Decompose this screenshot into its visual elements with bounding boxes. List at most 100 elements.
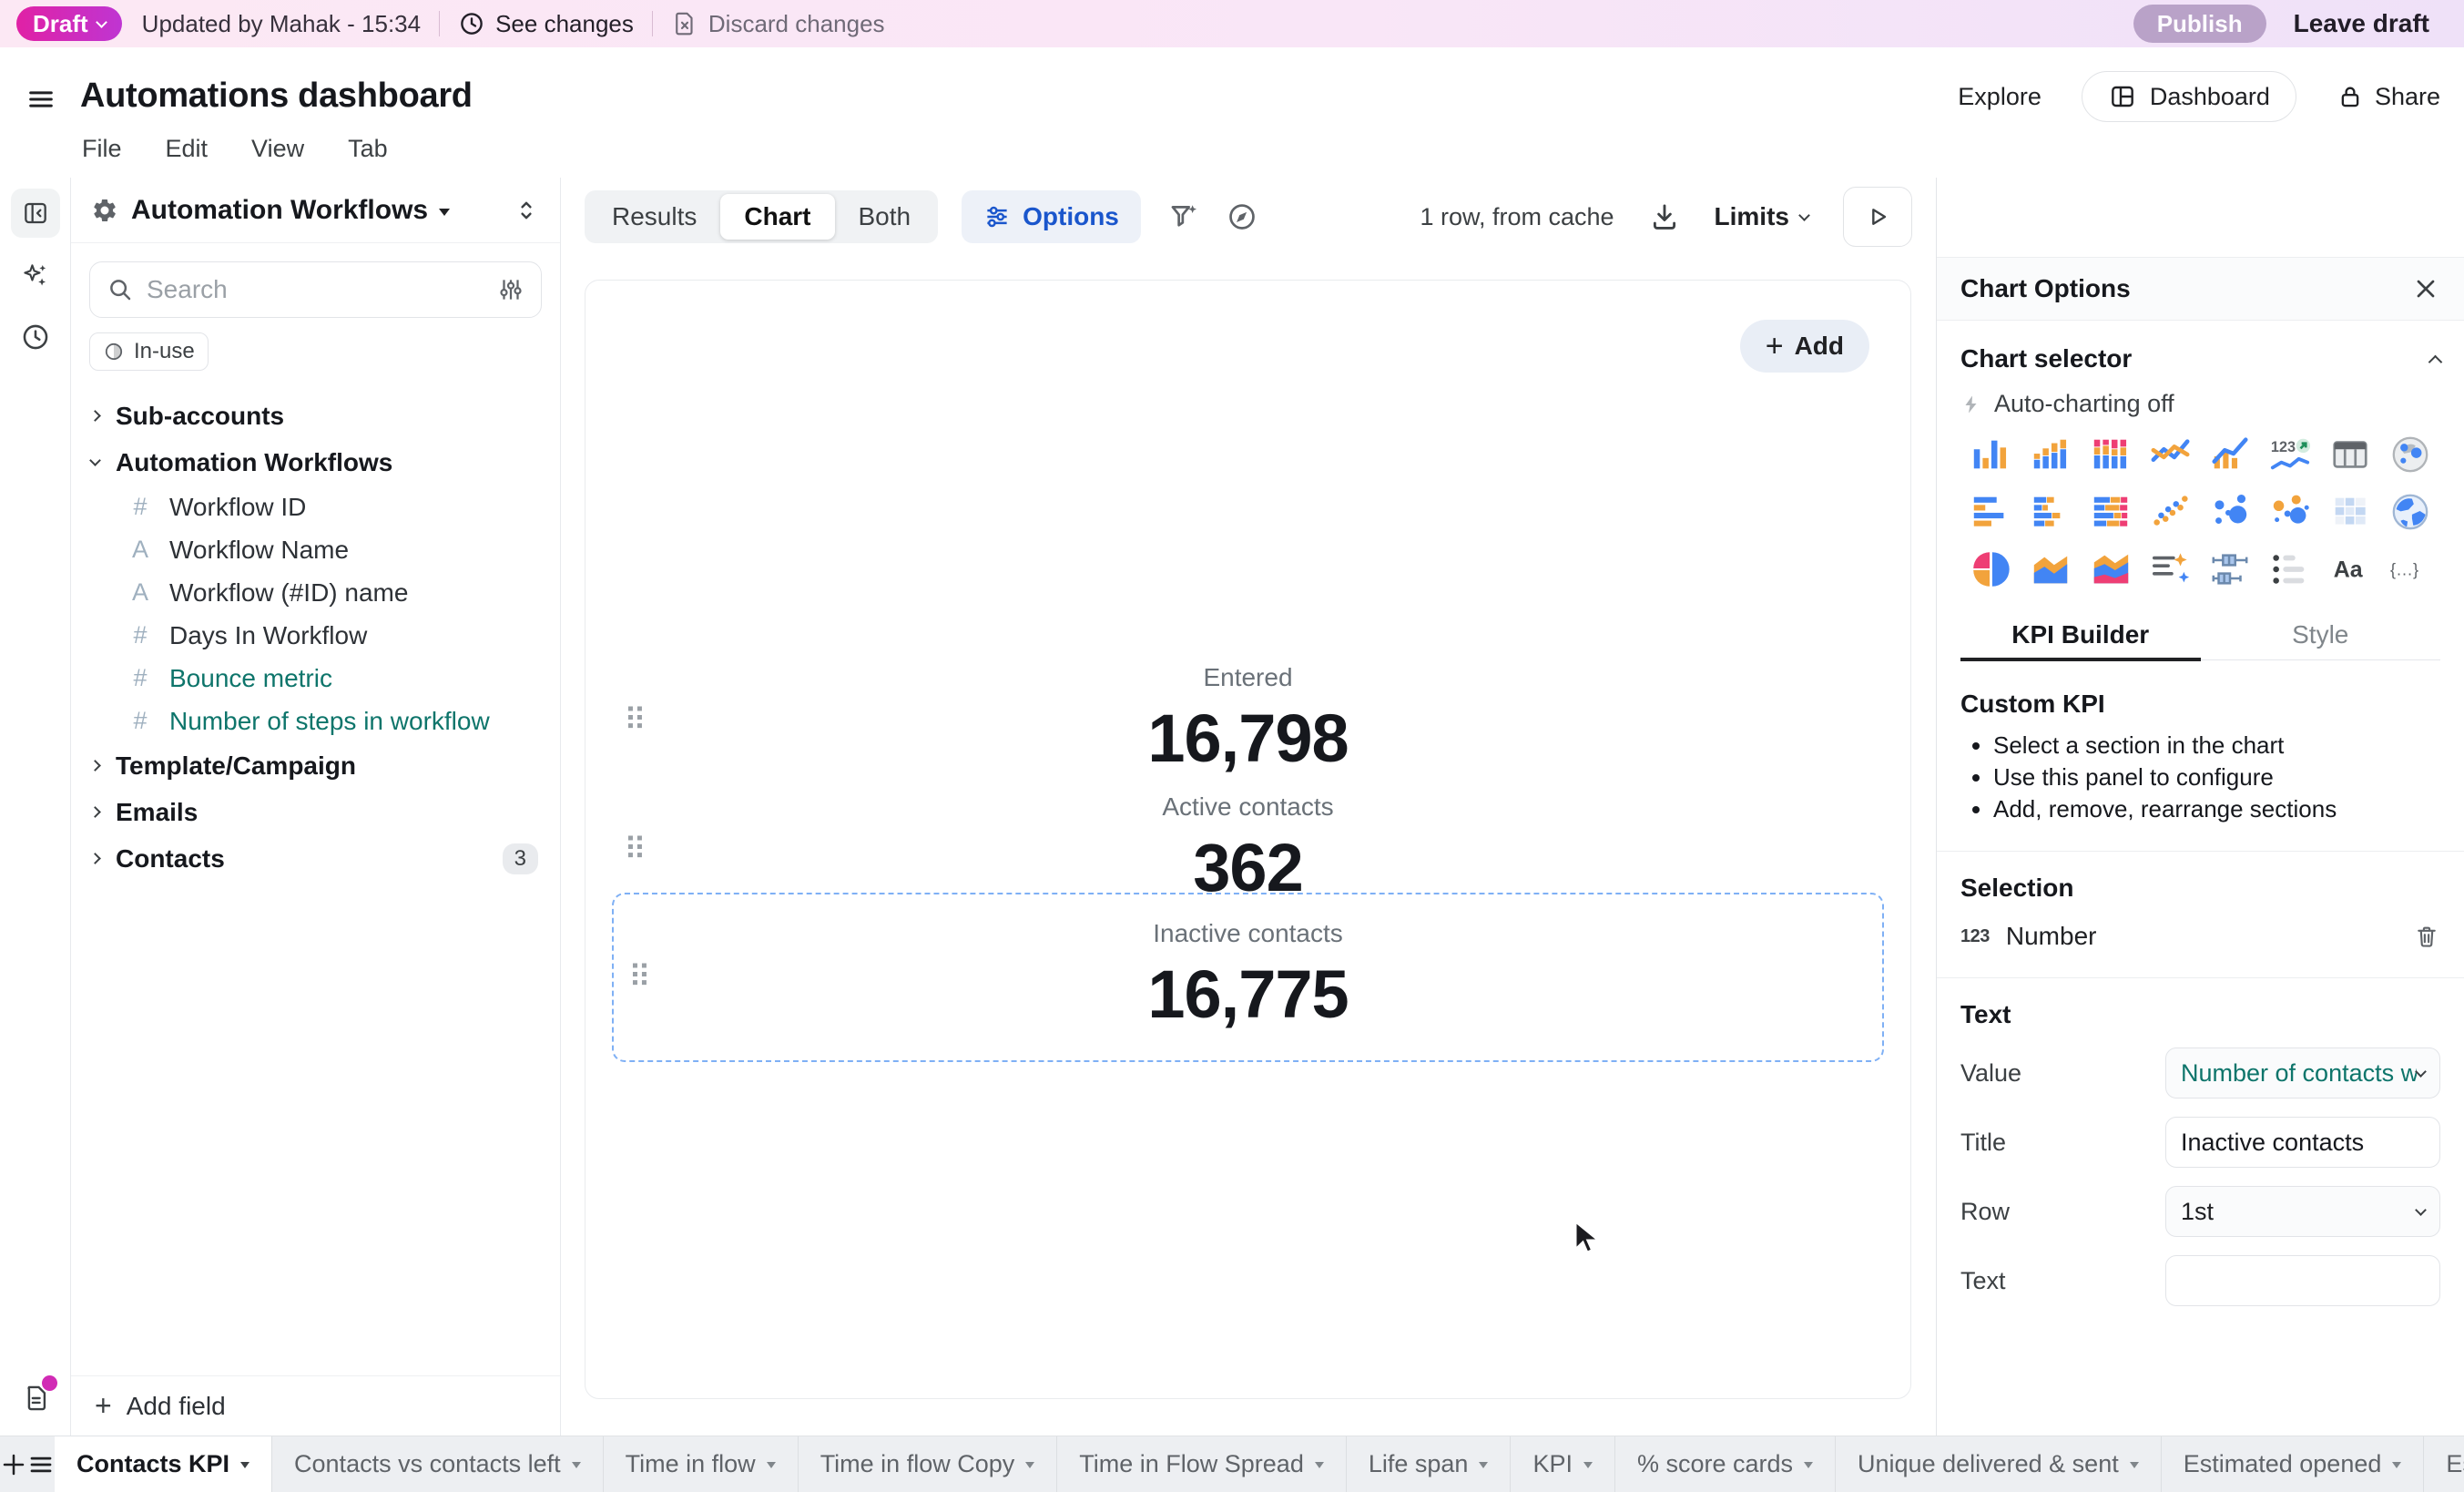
menu-tab[interactable]: Tab	[348, 135, 388, 162]
chart-type-line-icon[interactable]	[2149, 433, 2193, 476]
chart-type-stacked-bar-icon[interactable]	[2029, 490, 2072, 534]
trash-icon[interactable]	[2413, 923, 2440, 950]
tree-field-days-in-workflow[interactable]: # Days In Workflow	[71, 614, 560, 657]
tab-menu-caret[interactable]	[1583, 1462, 1593, 1468]
tab-menu-caret[interactable]	[1314, 1462, 1324, 1468]
tab-menu-caret[interactable]	[766, 1462, 776, 1468]
chart-type-bubble-icon[interactable]	[2208, 490, 2252, 534]
ai-assistant-button[interactable]	[11, 250, 60, 300]
draft-status-dropdown[interactable]: Draft	[16, 6, 122, 41]
tab-menu-caret[interactable]	[1479, 1462, 1489, 1468]
value-select[interactable]: Number of contacts who	[2165, 1047, 2440, 1099]
add-field-button[interactable]: + Add field	[71, 1375, 560, 1436]
sheet-tab-time-in-flow[interactable]: Time in flow	[604, 1436, 799, 1492]
kpi-section-inactive-contacts[interactable]: ⠿ Inactive contacts 16,775	[612, 893, 1884, 1062]
in-use-filter-chip[interactable]: In-use	[89, 332, 209, 371]
row-select[interactable]: 1st	[2165, 1186, 2440, 1237]
chart-type-text-icon[interactable]: Aa	[2328, 547, 2372, 591]
chart-type-scatter-icon[interactable]	[2149, 490, 2193, 534]
text-input[interactable]	[2181, 1266, 2425, 1295]
view-tab-chart[interactable]: Chart	[720, 194, 835, 240]
selection-item-number[interactable]: 123 Number	[1960, 921, 2440, 952]
sheet-tab-score-cards[interactable]: % score cards	[1615, 1436, 1837, 1492]
tree-field-workflow-id-name[interactable]: A Workflow (#ID) name	[71, 571, 560, 614]
view-tab-both[interactable]: Both	[858, 202, 911, 230]
tree-group-contacts[interactable]: Contacts 3	[71, 835, 560, 882]
tree-field-number-of-steps[interactable]: # Number of steps in workflow	[71, 700, 560, 742]
chart-type-boxplot-icon[interactable]	[2208, 547, 2252, 591]
chart-type-map-bubble-icon[interactable]	[2388, 433, 2432, 476]
kpi-section-active-contacts[interactable]: ⠿ Active contacts 362	[585, 792, 1910, 906]
chart-type-area-icon[interactable]	[2029, 547, 2072, 591]
discard-changes-button[interactable]: Discard changes	[671, 10, 885, 38]
search-input[interactable]	[147, 275, 484, 304]
title-input[interactable]	[2181, 1128, 2425, 1157]
collapse-sidebar-button[interactable]	[10, 189, 60, 238]
tree-field-bounce-metric[interactable]: # Bounce metric	[71, 657, 560, 700]
chart-type-table-icon[interactable]	[2328, 433, 2372, 476]
chart-type-stacked-bar-100-icon[interactable]	[2089, 490, 2133, 534]
data-source-header[interactable]: Automation Workflows	[71, 178, 560, 243]
menu-view[interactable]: View	[251, 135, 305, 162]
sheet-tab-kpi[interactable]: KPI	[1511, 1436, 1615, 1492]
tree-field-workflow-name[interactable]: A Workflow Name	[71, 528, 560, 571]
menu-icon[interactable]	[25, 84, 56, 115]
tree-group-automation-workflows[interactable]: Automation Workflows	[71, 439, 560, 485]
chart-type-stacked-column-icon[interactable]	[2029, 433, 2072, 476]
tab-menu-caret[interactable]	[1025, 1462, 1035, 1468]
leave-draft-button[interactable]: Leave draft	[2293, 9, 2429, 37]
chart-type-bubble-color-icon[interactable]	[2268, 490, 2312, 534]
search-filter-icon[interactable]	[497, 276, 524, 303]
chart-type-stacked-area-icon[interactable]	[2089, 547, 2133, 591]
limits-dropdown[interactable]: Limits	[1715, 202, 1810, 231]
publish-button[interactable]: Publish	[2133, 5, 2266, 43]
tree-group-template-campaign[interactable]: Template/Campaign	[71, 742, 560, 789]
tab-kpi-builder[interactable]: KPI Builder	[2011, 619, 2150, 649]
filter-funnel-icon[interactable]	[1168, 201, 1199, 232]
dashboard-button[interactable]: Dashboard	[2081, 71, 2296, 122]
sheet-tab-time-in-flow-spread[interactable]: Time in Flow Spread	[1057, 1436, 1347, 1492]
see-changes-button[interactable]: See changes	[458, 10, 634, 38]
tab-menu-caret[interactable]	[2392, 1462, 2402, 1468]
auto-charting-toggle[interactable]: Auto-charting off	[1960, 390, 2440, 418]
history-button[interactable]	[11, 312, 60, 362]
drag-handle-icon[interactable]: ⠿	[628, 960, 651, 995]
sheet-tab-contacts-kpi[interactable]: Contacts KPI	[55, 1436, 273, 1492]
explore-link[interactable]: Explore	[1958, 82, 2041, 110]
tab-menu-caret[interactable]	[240, 1462, 250, 1468]
drag-handle-icon[interactable]: ⠿	[624, 832, 647, 867]
kpi-section-entered[interactable]: ⠿ Entered 16,798	[585, 663, 1910, 777]
chart-type-combo-icon[interactable]	[2208, 433, 2252, 476]
menu-edit[interactable]: Edit	[165, 135, 209, 162]
view-tab-results[interactable]: Results	[612, 202, 697, 230]
close-icon[interactable]	[2411, 274, 2440, 303]
sheet-tab-unique-delivered-sent[interactable]: Unique delivered & sent	[1836, 1436, 2162, 1492]
tree-group-emails[interactable]: Emails	[71, 789, 560, 835]
chart-type-json-icon[interactable]: {...}	[2388, 547, 2432, 591]
chart-type-bar-icon[interactable]	[1969, 490, 2012, 534]
chart-type-list-icon[interactable]	[2268, 547, 2312, 591]
chart-type-kpi-number-icon[interactable]: 123	[2268, 433, 2312, 476]
chart-type-map-filled-icon[interactable]	[2388, 490, 2432, 534]
tab-menu-caret[interactable]	[571, 1462, 581, 1468]
add-kpi-section-button[interactable]: + Add	[1739, 320, 1869, 373]
sheet-tab-contacts-vs-contacts-left[interactable]: Contacts vs contacts left	[272, 1436, 604, 1492]
chart-type-pivot-table-icon[interactable]	[2328, 490, 2372, 534]
sheet-tab-time-in-flow-copy[interactable]: Time in flow Copy	[799, 1436, 1058, 1492]
sheet-tab-estimated-opened[interactable]: Estimated opened	[2162, 1436, 2425, 1492]
tree-group-sub-accounts[interactable]: Sub-accounts	[71, 393, 560, 439]
chart-selector-header[interactable]: Chart selector	[1960, 344, 2443, 373]
menu-file[interactable]: File	[82, 135, 122, 162]
drag-handle-icon[interactable]: ⠿	[624, 702, 647, 738]
chart-type-ai-text-icon[interactable]	[2149, 547, 2193, 591]
chart-type-column-icon[interactable]	[1969, 433, 2012, 476]
sheet-tab-estimated-clipped[interactable]: Estimated c	[2446, 1450, 2464, 1477]
run-query-button[interactable]	[1843, 187, 1912, 247]
tab-style[interactable]: Style	[2292, 619, 2349, 649]
expand-collapse-all-icon[interactable]	[513, 197, 540, 224]
tab-list-button[interactable]	[27, 1436, 55, 1492]
options-button[interactable]: Options	[962, 190, 1141, 243]
sheet-tab-life-span[interactable]: Life span	[1347, 1436, 1512, 1492]
download-icon[interactable]	[1649, 201, 1680, 232]
share-button[interactable]: Share	[2337, 83, 2440, 111]
